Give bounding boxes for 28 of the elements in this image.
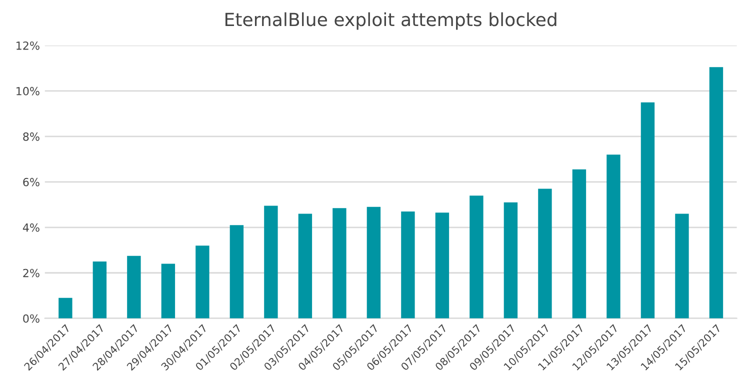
bar	[470, 196, 484, 318]
bar	[366, 206, 381, 318]
bar	[401, 211, 415, 318]
bar	[504, 202, 518, 318]
bar	[709, 67, 724, 318]
y-tick-label: 6%	[23, 178, 40, 186]
bar	[161, 264, 176, 318]
bar	[264, 206, 278, 318]
bar	[640, 102, 655, 318]
bar	[58, 298, 72, 318]
y-tick-label: 0%	[23, 314, 40, 323]
bar	[127, 256, 141, 318]
bar	[675, 214, 689, 318]
y-tick-label: 8%	[23, 132, 40, 141]
bar	[230, 225, 244, 318]
chart-title: EternalBlue exploit attempts blocked	[226, 12, 556, 30]
bar	[92, 262, 107, 318]
bar	[435, 212, 450, 318]
y-tick-label: 2%	[23, 268, 40, 278]
bar	[298, 214, 312, 318]
bar	[572, 169, 586, 318]
y-tick-label: 4%	[22, 223, 40, 232]
y-tick-label: 12%	[16, 41, 40, 50]
bar	[332, 208, 346, 318]
y-tick-label: 10%	[16, 86, 40, 96]
bar	[538, 188, 552, 318]
bar	[196, 246, 210, 318]
bar	[606, 154, 620, 318]
